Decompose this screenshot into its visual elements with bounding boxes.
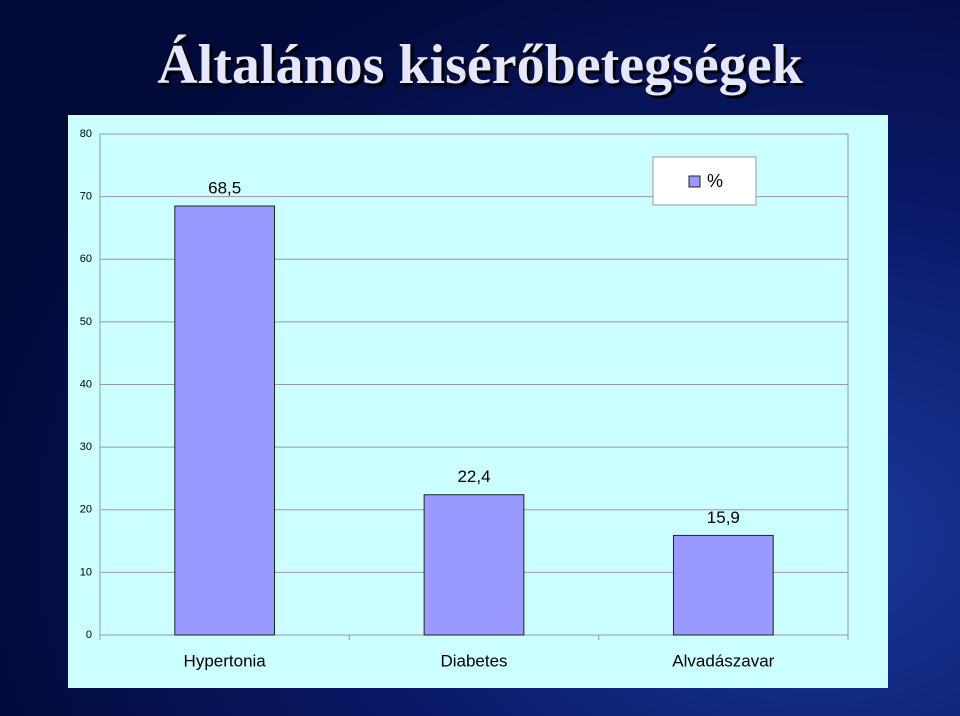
y-tick-label: 70 [80, 191, 92, 203]
chart-title: Általános kisérőbetegségek [157, 34, 803, 96]
y-tick-label: 10 [80, 566, 92, 578]
y-tick-label: 0 [86, 629, 92, 641]
x-tick-label: Diabetes [440, 651, 507, 670]
bar [672, 534, 774, 636]
legend-label: % [707, 171, 723, 191]
y-tick-label: 20 [80, 504, 92, 516]
value-label: 15,9 [707, 508, 740, 527]
bar [174, 205, 276, 636]
value-label: 22,4 [457, 467, 490, 486]
x-tick-label: Alvadászavar [672, 651, 774, 670]
y-tick-label: 30 [80, 441, 92, 453]
legend-swatch [688, 175, 701, 188]
legend-box [652, 156, 757, 206]
plot: 0 10 20 30 40 50 60 70 80 68,5 22,4 15,9 Hypertonia D… [80, 128, 849, 670]
y-tick-label: 60 [80, 253, 92, 265]
y-tick-label: 80 [80, 128, 92, 140]
y-tick-label: 50 [80, 316, 92, 328]
x-tick-label: Hypertonia [184, 651, 267, 670]
y-tick-label: 40 [80, 378, 92, 390]
bar [423, 494, 525, 636]
title-shadow: Általános kisérőbetegségek [160, 37, 806, 99]
value-label: 68,5 [208, 179, 241, 198]
